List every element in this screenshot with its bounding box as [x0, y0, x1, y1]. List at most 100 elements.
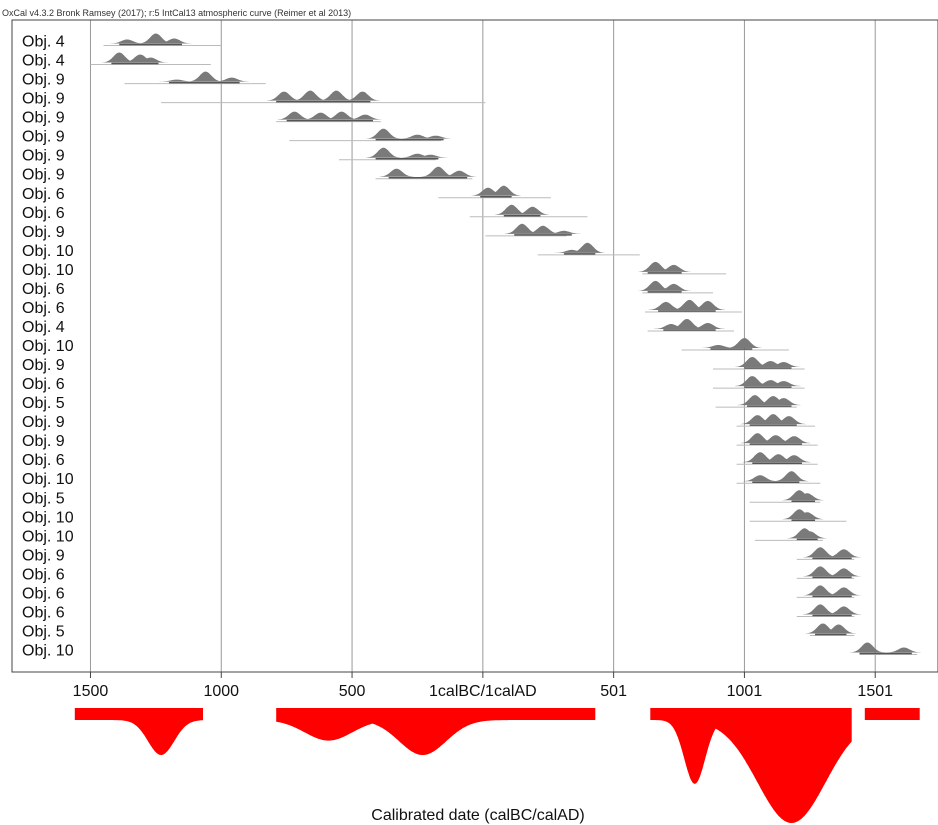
tick-label: 1000 — [203, 683, 239, 700]
probability-distribution — [735, 376, 801, 387]
probability-distribution — [109, 33, 192, 44]
probability-distribution — [159, 71, 249, 82]
probability-distribution — [366, 128, 453, 139]
tick-label: 1calBC/1calAD — [429, 683, 537, 700]
distribution-row — [645, 299, 742, 313]
distribution-row — [681, 338, 789, 351]
row-label: Obj. 9 — [22, 129, 65, 146]
row-labels: Obj. 4 Obj. 4 Obj. 9 Obj. 9 Obj. 9 Obj. 9 Obj.… — [22, 34, 74, 660]
distribution-row — [276, 111, 383, 123]
row-label: Obj. 6 — [22, 205, 65, 222]
sum-segment — [864, 708, 920, 720]
distribution-rows — [90, 33, 922, 655]
distribution-row — [736, 433, 818, 446]
sum-segment — [276, 708, 596, 755]
probability-distribution — [803, 585, 862, 596]
probability-distribution — [850, 642, 922, 653]
distribution-row — [713, 357, 805, 370]
probability-distribution — [782, 490, 825, 501]
distribution-row — [103, 33, 222, 46]
summed-distribution — [74, 708, 920, 823]
row-label: Obj. 5 — [22, 623, 65, 640]
row-label: Obj. 10 — [22, 509, 74, 526]
probability-distribution — [740, 414, 807, 425]
probability-distribution — [803, 604, 862, 615]
distribution-row — [638, 280, 714, 294]
tick-label: 501 — [600, 683, 627, 700]
probability-distribution — [803, 566, 862, 577]
distribution-row — [161, 90, 486, 104]
distribution-row — [289, 128, 453, 142]
distribution-row — [715, 395, 801, 408]
distribution-row — [796, 585, 862, 598]
probability-distribution — [787, 528, 828, 539]
tick-label: 1500 — [73, 683, 109, 700]
probability-distribution — [554, 242, 605, 253]
distribution-row — [796, 604, 862, 617]
distribution-row — [805, 623, 856, 636]
row-label: Obj. 9 — [22, 167, 65, 184]
row-label: Obj. 4 — [22, 319, 65, 336]
probability-distribution — [782, 509, 825, 520]
distribution-row — [338, 147, 448, 161]
probability-distribution — [742, 452, 812, 463]
row-label: Obj. 6 — [22, 452, 65, 469]
row-label: Obj. 10 — [22, 528, 74, 545]
row-label: Obj. 6 — [22, 585, 65, 602]
probability-distribution — [379, 166, 477, 177]
probability-distribution — [638, 261, 692, 272]
row-label: Obj. 6 — [22, 300, 65, 317]
distribution-row — [736, 452, 818, 465]
row-label: Obj. 9 — [22, 110, 65, 127]
distribution-row — [90, 52, 211, 66]
probability-distribution — [805, 623, 856, 634]
row-label: Obj. 6 — [22, 376, 65, 393]
distribution-row — [124, 71, 266, 85]
tick-label: 500 — [339, 683, 366, 700]
probability-distribution — [494, 204, 550, 215]
distribution-row — [647, 319, 734, 332]
distribution-row — [438, 185, 551, 199]
probability-distribution — [740, 433, 812, 444]
probability-distribution — [277, 111, 383, 120]
row-label: Obj. 6 — [22, 566, 65, 583]
row-label: Obj. 9 — [22, 148, 65, 165]
row-label: Obj. 10 — [22, 643, 74, 660]
plot-frame — [11, 19, 938, 673]
distribution-row — [469, 204, 588, 218]
row-label: Obj. 9 — [22, 433, 65, 450]
distribution-row — [485, 223, 582, 237]
row-label: Obj. 6 — [22, 186, 65, 203]
distribution-row — [736, 414, 816, 427]
probability-distribution — [266, 90, 380, 101]
sum-segment — [74, 708, 203, 755]
distribution-row — [537, 242, 640, 256]
distribution-row — [796, 547, 862, 560]
tick-label: 1501 — [857, 683, 893, 700]
distribution-row — [638, 261, 727, 275]
row-label: Obj. 10 — [22, 262, 74, 279]
row-label: Obj. 9 — [22, 357, 65, 374]
distribution-row — [749, 509, 847, 522]
row-label: Obj. 10 — [22, 471, 74, 488]
row-label: Obj. 9 — [22, 72, 65, 89]
row-label: Obj. 5 — [22, 395, 65, 412]
row-label: Obj. 10 — [22, 338, 74, 355]
x-axis-label: Calibrated date (calBC/calAD) — [371, 807, 584, 824]
distribution-row — [713, 376, 805, 389]
distribution-row — [375, 166, 477, 180]
distribution-row — [796, 566, 862, 579]
probability-distribution — [803, 547, 862, 558]
probability-distribution — [504, 223, 582, 234]
row-label: Obj. 9 — [22, 547, 65, 564]
probability-distribution — [653, 319, 726, 329]
gridlines — [89, 20, 876, 672]
row-label: Obj. 4 — [22, 53, 65, 70]
probability-distribution — [638, 280, 692, 291]
probability-distribution — [701, 338, 762, 348]
probability-distribution — [648, 299, 726, 310]
row-label: Obj. 5 — [22, 490, 65, 507]
probability-distribution — [737, 395, 801, 406]
row-label: Obj. 6 — [22, 281, 65, 298]
